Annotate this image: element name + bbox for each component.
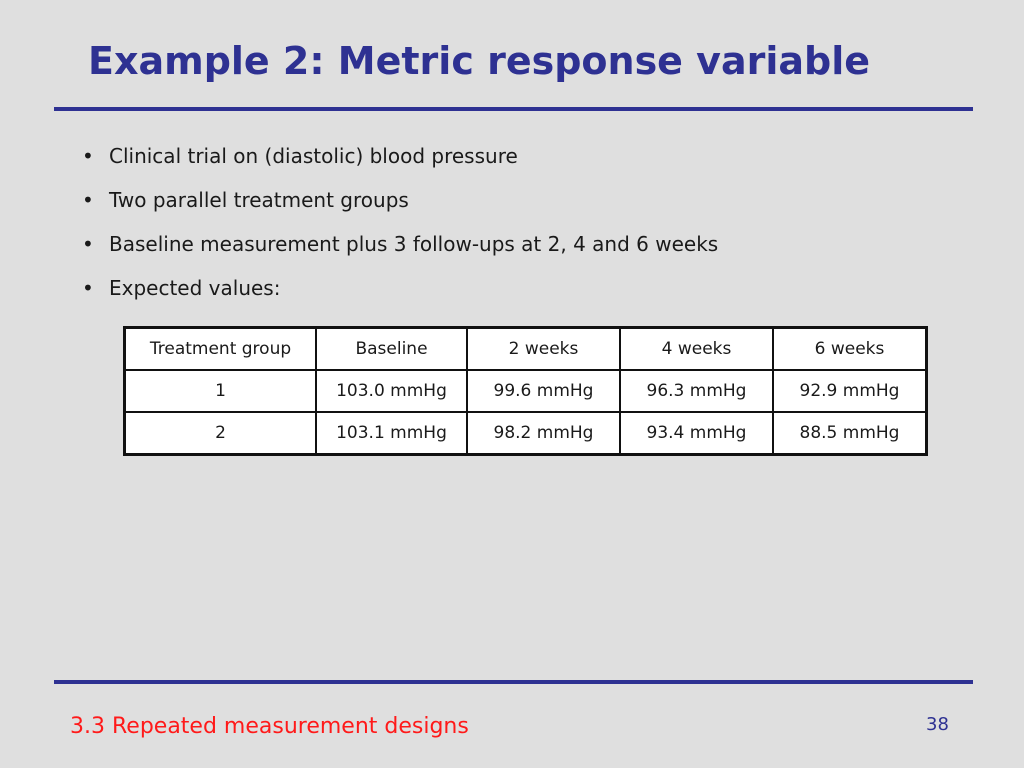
- table-cell: 103.0 mmHg: [315, 369, 468, 413]
- page-number: 38: [926, 714, 949, 735]
- bullet-text: Baseline measurement plus 3 follow-ups a…: [109, 232, 719, 256]
- table-cell: 93.4 mmHg: [619, 411, 774, 456]
- table-cell: 99.6 mmHg: [466, 369, 621, 413]
- header-6-weeks: 6 weeks: [772, 326, 928, 371]
- header-baseline: Baseline: [315, 326, 468, 371]
- table-cell: 1: [123, 369, 317, 413]
- table-row: 1 103.0 mmHg 99.6 mmHg 96.3 mmHg 92.9 mm…: [123, 369, 928, 413]
- footer-divider: [54, 680, 973, 684]
- bullet-icon: •: [82, 144, 94, 168]
- bullet-text: Expected values:: [109, 276, 281, 300]
- table-cell: 103.1 mmHg: [315, 411, 468, 456]
- slide-title: Example 2: Metric response variable: [88, 39, 871, 83]
- table-cell: 98.2 mmHg: [466, 411, 621, 456]
- header-treatment-group: Treatment group: [123, 326, 317, 371]
- table-cell: 88.5 mmHg: [772, 411, 928, 456]
- title-divider: [54, 107, 973, 111]
- table-cell: 96.3 mmHg: [619, 369, 774, 413]
- table-cell: 2: [123, 411, 317, 456]
- bullet-icon: •: [82, 232, 94, 256]
- header-4-weeks: 4 weeks: [619, 326, 774, 371]
- bullet-text: Two parallel treatment groups: [109, 188, 409, 212]
- expected-values-table: Treatment group Baseline 2 weeks 4 weeks…: [123, 326, 928, 456]
- table-row: 2 103.1 mmHg 98.2 mmHg 93.4 mmHg 88.5 mm…: [123, 411, 928, 456]
- bullet-item: • Clinical trial on (diastolic) blood pr…: [82, 144, 718, 168]
- table-header-row: Treatment group Baseline 2 weeks 4 weeks…: [123, 326, 928, 371]
- table-cell: 92.9 mmHg: [772, 369, 928, 413]
- bullet-item: • Expected values:: [82, 276, 718, 300]
- footer-section-title: 3.3 Repeated measurement designs: [70, 714, 469, 739]
- header-2-weeks: 2 weeks: [466, 326, 621, 371]
- bullet-text: Clinical trial on (diastolic) blood pres…: [109, 144, 518, 168]
- bullet-icon: •: [82, 188, 94, 212]
- bullet-item: • Baseline measurement plus 3 follow-ups…: [82, 232, 718, 256]
- bullet-item: • Two parallel treatment groups: [82, 188, 718, 212]
- bullet-icon: •: [82, 276, 94, 300]
- bullet-list: • Clinical trial on (diastolic) blood pr…: [82, 144, 718, 320]
